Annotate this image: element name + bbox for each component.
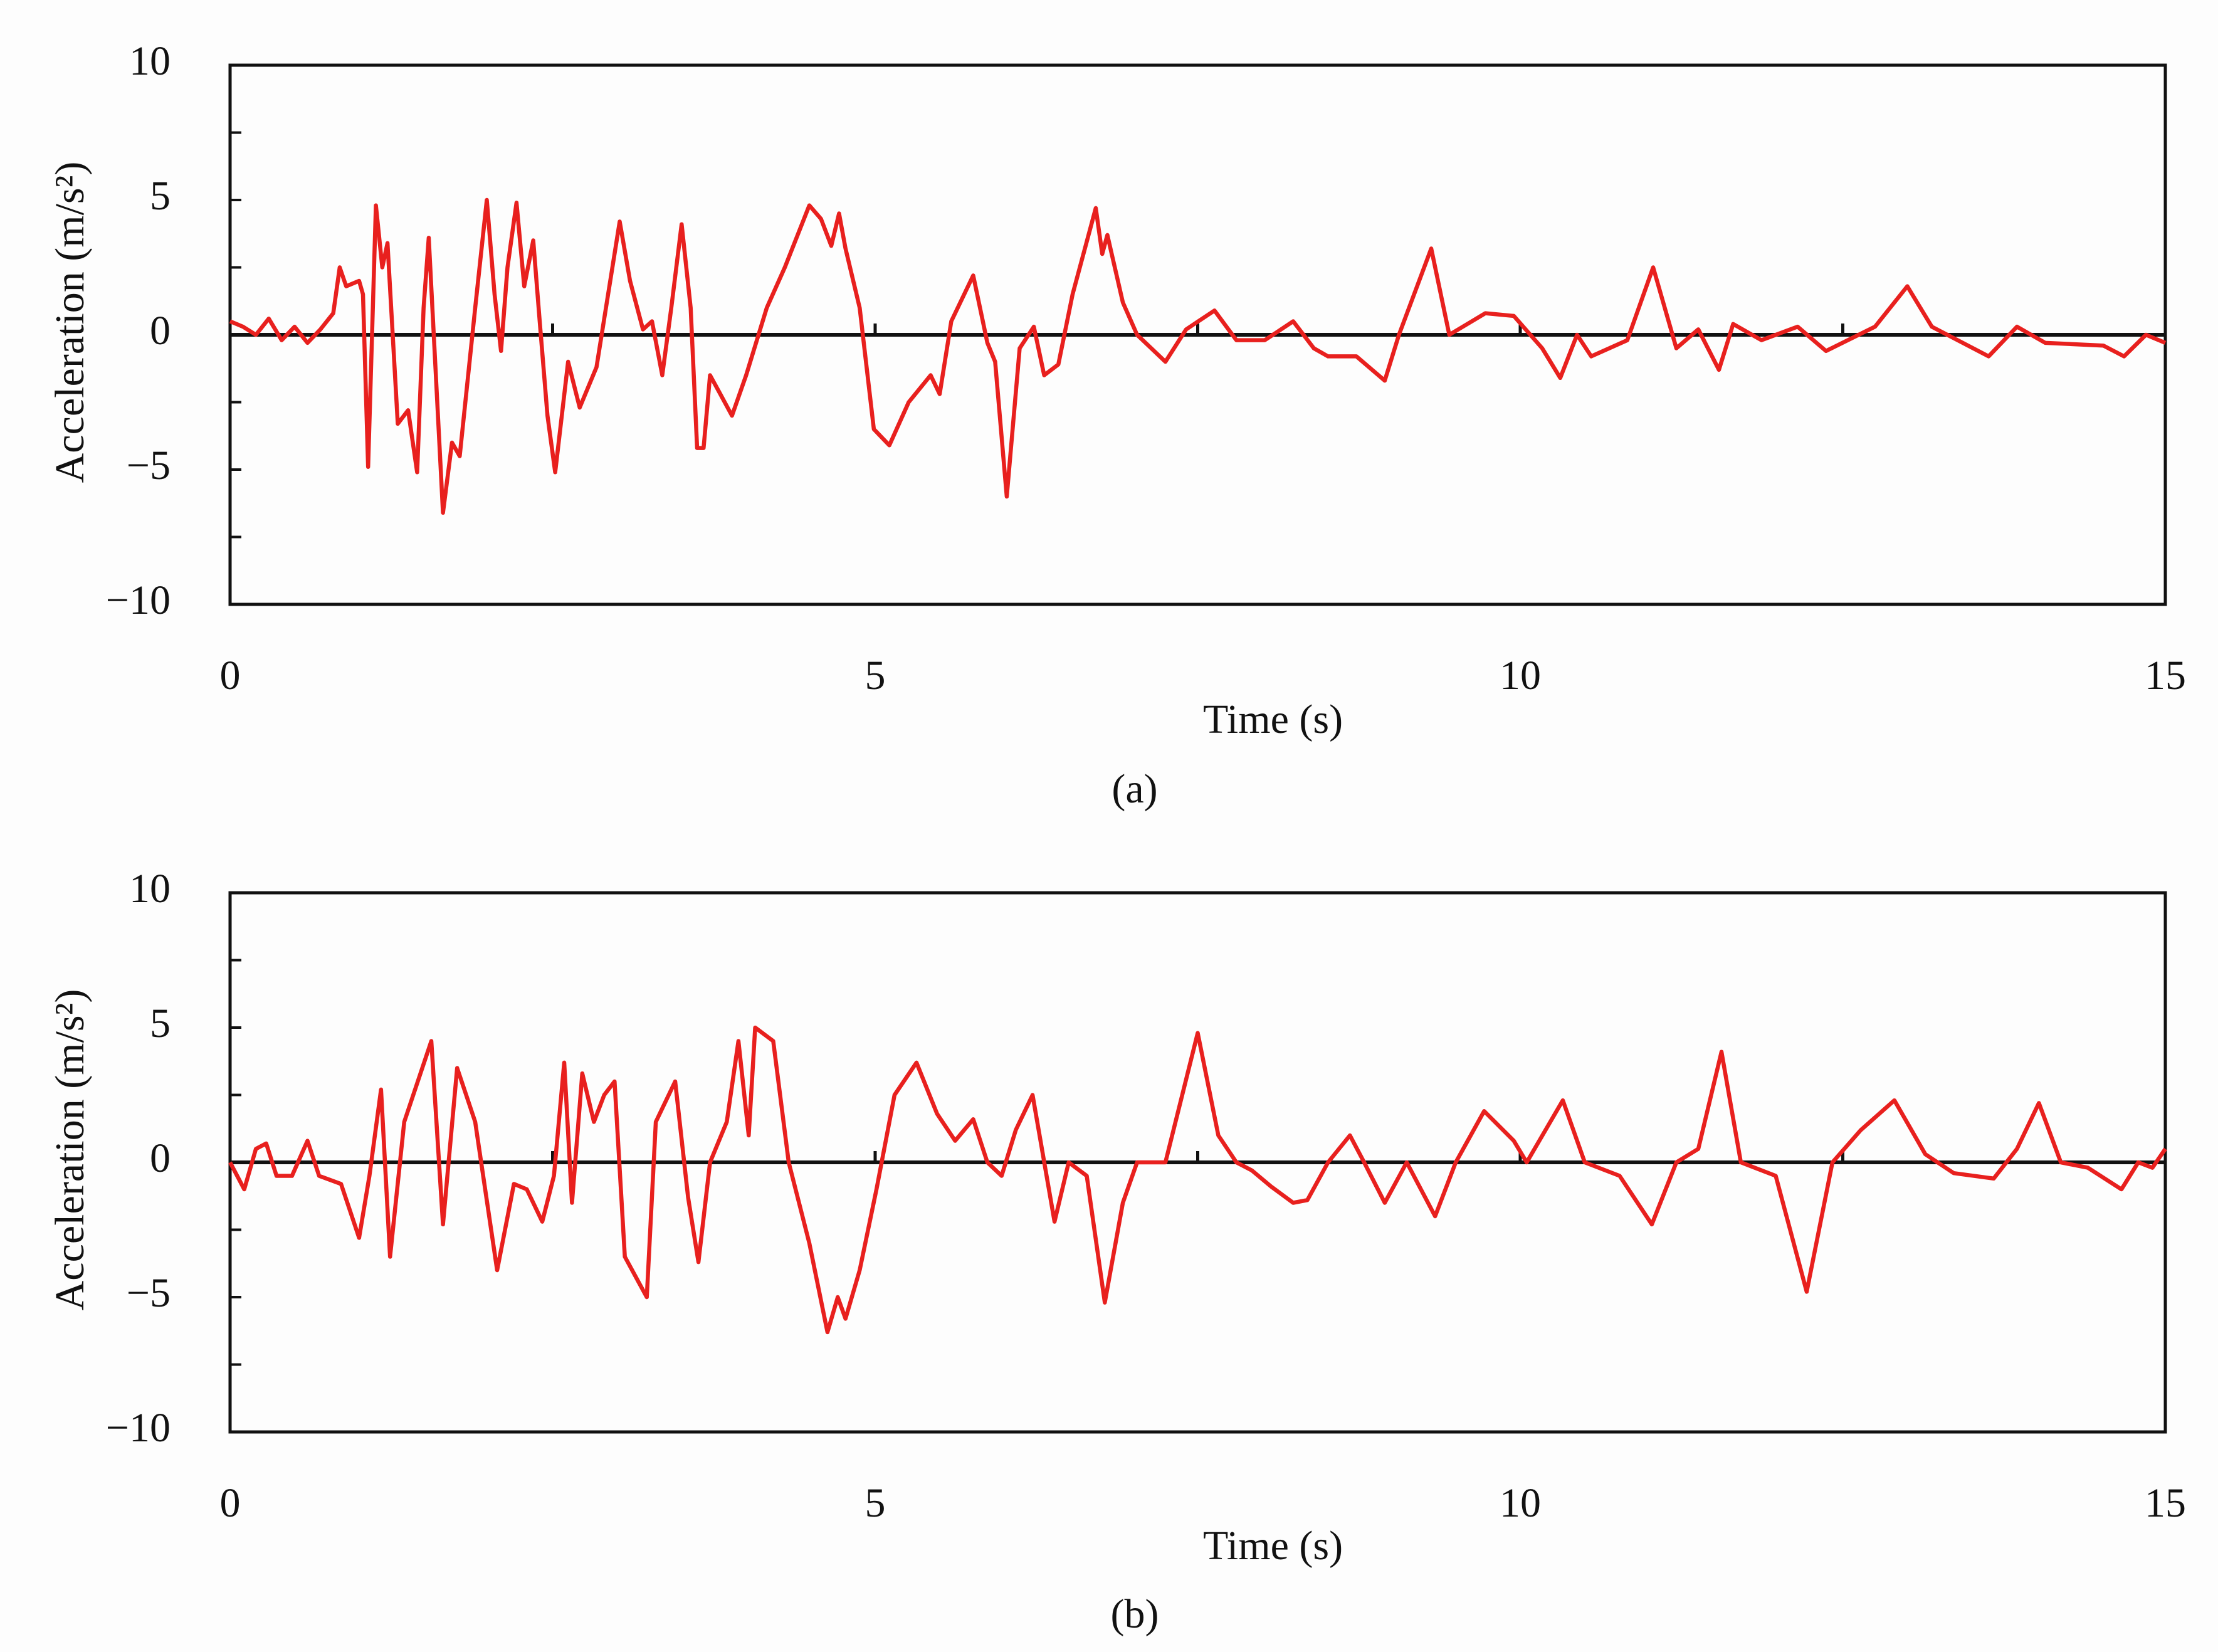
y-tick-label: 5 (150, 1001, 171, 1046)
caption: (b) (1111, 1591, 1159, 1637)
x-tick-label: 0 (220, 653, 241, 698)
x-tick-label: 15 (2145, 1480, 2186, 1526)
y-tick-label: 0 (150, 1135, 171, 1181)
x-tick-label: 10 (1500, 653, 1541, 698)
y-tick-label: 0 (150, 308, 171, 354)
y-tick-label: −5 (127, 1270, 171, 1316)
x-axis-label: Time (s) (1203, 697, 1343, 742)
y-tick-label: 10 (129, 866, 171, 912)
x-tick-label: 15 (2145, 653, 2186, 698)
data-line (229, 197, 2167, 515)
y-tick-label: 10 (129, 38, 171, 84)
y-tick-label: −10 (106, 1405, 171, 1451)
y-tick-label: −5 (127, 443, 171, 488)
x-tick-label: 0 (220, 1480, 241, 1526)
caption: (a) (1112, 766, 1157, 812)
y-axis-label: Acceleration (m/s²) (47, 162, 93, 483)
x-tick-label: 5 (865, 1480, 886, 1526)
x-tick-label: 5 (865, 653, 886, 698)
x-tick-label: 10 (1500, 1480, 1541, 1526)
y-tick-label: 5 (150, 173, 171, 219)
y-tick-label: −10 (106, 577, 171, 623)
data-line (228, 1025, 2167, 1335)
y-axis-label: Acceleration (m/s²) (47, 989, 93, 1311)
x-axis-label: Time (s) (1203, 1523, 1343, 1569)
